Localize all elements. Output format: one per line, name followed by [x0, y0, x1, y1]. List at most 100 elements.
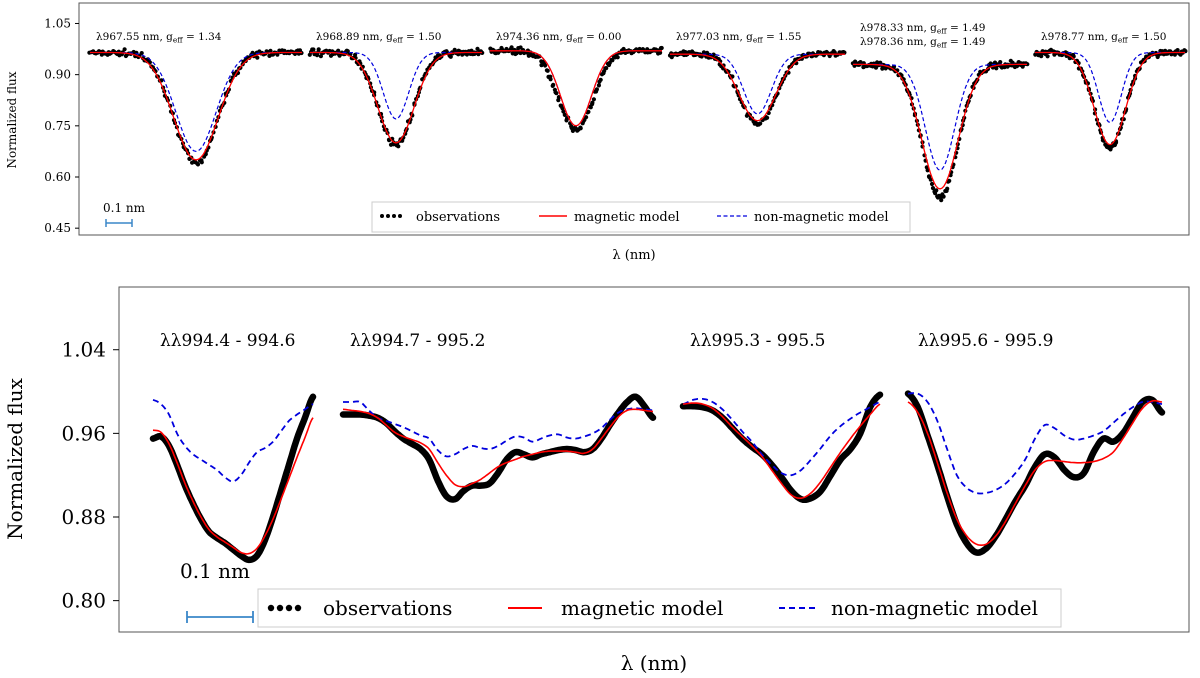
top-segment	[307, 46, 485, 149]
top-obs-point	[1175, 48, 1180, 53]
top-nonmagnetic-line	[853, 63, 1027, 171]
top-obs-point	[255, 55, 260, 60]
top-y-tick-label: 0.75	[44, 119, 71, 133]
top-obs-point	[939, 198, 944, 203]
bottom-segment	[149, 393, 317, 564]
top-magnetic-line	[310, 51, 482, 144]
bottom-plot-frame	[118, 286, 1190, 633]
top-y-tick-label: 0.45	[44, 221, 71, 235]
bottom-y-axis-label: Normalized flux	[3, 377, 27, 540]
top-obs-point	[947, 178, 952, 183]
top-observations	[488, 45, 664, 133]
top-y-tick-label: 0.90	[44, 68, 71, 82]
top-obs-point	[945, 186, 950, 191]
top-observations	[87, 47, 304, 167]
top-legend-magnetic-label: magnetic model	[574, 210, 680, 225]
top-obs-point	[311, 47, 316, 52]
top-magnetic-line	[853, 63, 1027, 190]
bottom-y-tick-label: 1.04	[61, 338, 106, 362]
top-obs-point	[578, 126, 583, 131]
bottom-legend: observations magnetic model non-magnetic…	[257, 588, 1062, 628]
top-obs-point	[543, 63, 548, 68]
top-panel: 1.05 0.90 0.75 0.60 0.45 Normalized flux λ (…	[5, 2, 1190, 263]
top-obs-point	[610, 58, 615, 63]
bottom-segment-label: λλ995.3 - 995.5	[690, 331, 825, 351]
top-segment	[850, 58, 1030, 203]
top-obs-point	[199, 160, 204, 165]
top-obs-point	[880, 66, 885, 71]
bottom-legend-observations-marker	[267, 604, 302, 612]
top-obs-point	[765, 115, 770, 120]
top-segment-label: λ977.03 nm, geff = 1.55	[676, 31, 802, 45]
top-obs-point	[448, 54, 453, 59]
bottom-segment-label: λλ994.4 - 994.6	[160, 331, 295, 351]
bottom-scale-bar: 0.1 nm	[180, 559, 254, 623]
top-segment	[667, 49, 847, 127]
bottom-observations-line	[904, 390, 1166, 556]
top-obs-point	[554, 91, 559, 96]
top-y-axis-label: Normalized flux	[5, 71, 19, 168]
bottom-segment-label: λλ995.6 - 995.9	[918, 331, 1053, 351]
bottom-y-tick-label: 0.96	[61, 421, 106, 445]
top-obs-point	[139, 51, 144, 56]
bottom-panel: 1.040.960.880.80 Normalized flux λ (nm) …	[3, 286, 1190, 675]
top-segment-label: λ978.33 nm, geff = 1.49	[860, 22, 986, 36]
top-obs-point	[548, 77, 553, 82]
top-obs-point	[475, 46, 480, 52]
top-obs-point	[195, 162, 201, 167]
top-nonmagnetic-line	[670, 53, 845, 115]
top-observations	[667, 49, 847, 127]
bottom-y-axis: 1.04 0.96 0.88 0.80	[61, 338, 119, 613]
top-obs-point	[941, 194, 946, 199]
top-y-tick-label: 1.05	[44, 16, 71, 30]
top-obs-point	[586, 109, 591, 114]
top-nonmagnetic-line	[310, 51, 482, 120]
bottom-legend-observations-label: observations	[323, 596, 452, 620]
top-observations	[1033, 47, 1188, 152]
top-obs-point	[998, 60, 1003, 65]
top-obs-point	[1025, 62, 1030, 67]
bottom-segment-label: λλ994.7 - 995.2	[350, 331, 485, 351]
top-obs-point	[929, 181, 935, 187]
bottom-magnetic-line	[342, 408, 654, 488]
top-obs-point	[545, 68, 550, 73]
bottom-segment	[339, 393, 657, 503]
top-legend-observations-marker	[380, 214, 402, 218]
bottom-y-tick-label: 0.80	[61, 589, 106, 613]
top-scale-bar-label: 0.1 nm	[103, 201, 146, 215]
top-obs-point	[551, 82, 556, 87]
top-nonmagnetic-line	[1035, 51, 1185, 124]
top-obs-point	[658, 50, 663, 55]
top-segment	[488, 45, 664, 133]
top-obs-point	[594, 87, 600, 92]
bottom-magnetic-line	[907, 399, 1163, 547]
top-obs-point	[561, 109, 566, 114]
top-obs-point	[604, 66, 609, 71]
bottom-segment	[679, 391, 884, 504]
bottom-segment	[904, 390, 1166, 556]
top-obs-point	[316, 47, 321, 52]
top-obs-point	[353, 52, 358, 57]
bottom-segment-labels: λλ994.4 - 994.6 λλ994.7 - 995.2 λλ995.3 - …	[160, 331, 1053, 351]
top-segment	[1033, 47, 1188, 152]
top-obs-point	[615, 55, 620, 60]
bottom-x-axis-label: λ (nm)	[621, 651, 687, 675]
top-plot-frame	[78, 2, 1190, 236]
bottom-scale-bar-label: 0.1 nm	[180, 559, 250, 583]
top-obs-point	[758, 121, 763, 126]
top-obs-point	[315, 53, 320, 58]
top-obs-point	[930, 186, 936, 191]
top-obs-point	[590, 100, 595, 105]
bottom-y-tick-label: 0.88	[61, 505, 106, 529]
top-legend-nonmagnetic-label: non-magnetic model	[754, 210, 889, 225]
top-obs-point	[994, 66, 999, 71]
top-magnetic-line	[90, 51, 302, 161]
top-nonmagnetic-line	[490, 50, 662, 127]
top-obs-point	[598, 77, 603, 82]
top-obs-point	[596, 83, 602, 88]
top-obs-point	[621, 46, 626, 52]
top-obs-point	[934, 188, 939, 193]
top-obs-point	[584, 115, 589, 120]
top-obs-point	[562, 112, 567, 117]
